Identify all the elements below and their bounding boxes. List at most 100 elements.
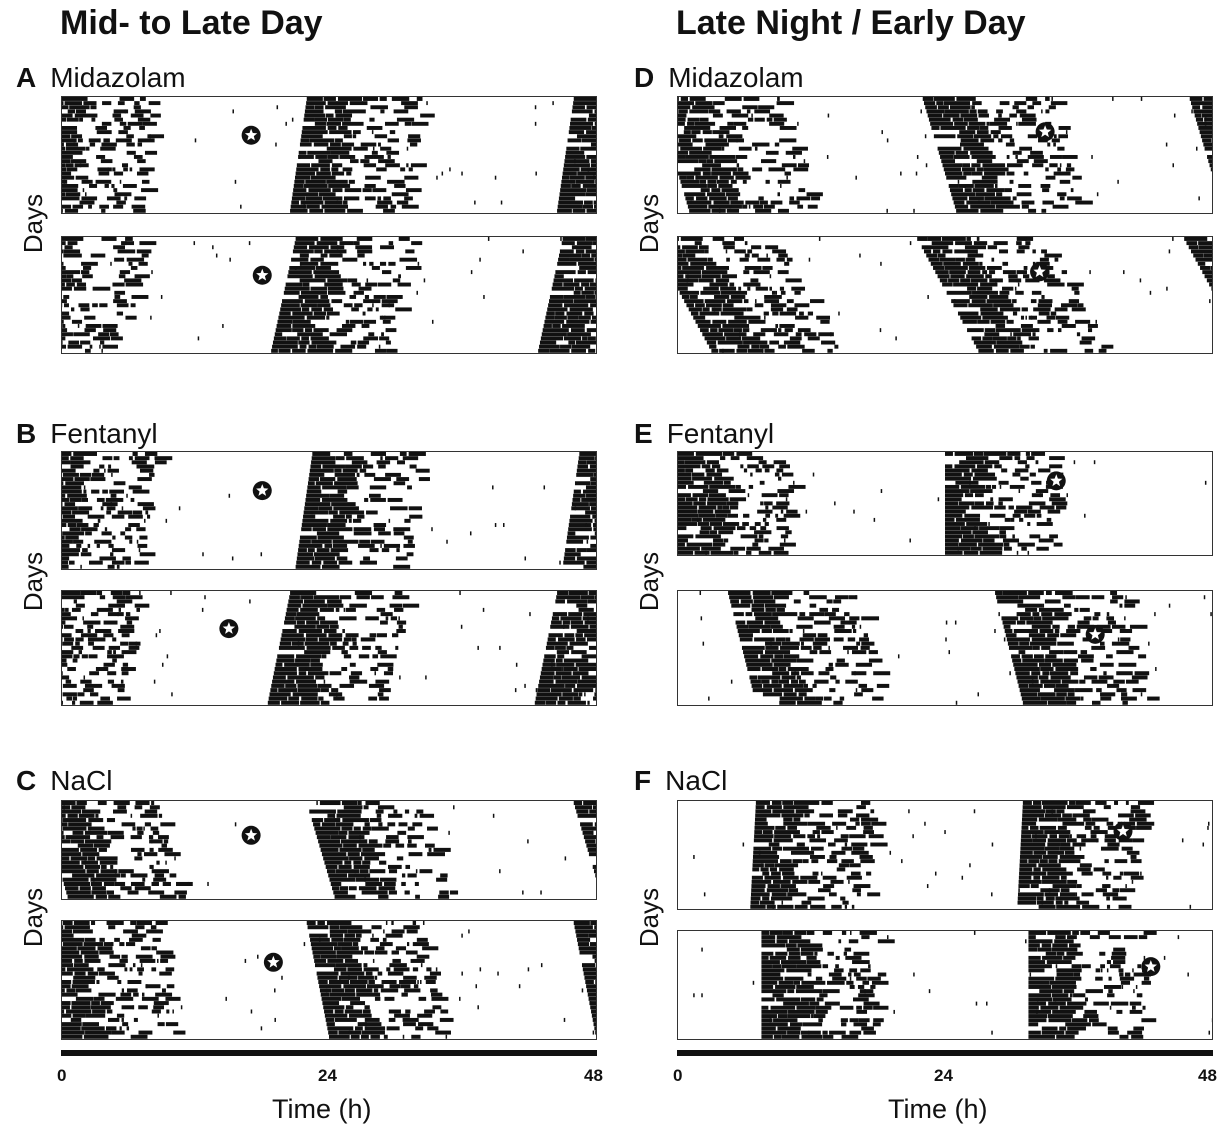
activity-bout [339, 683, 355, 688]
activity-bout [371, 595, 384, 600]
activity-bout [1072, 175, 1082, 180]
activity-bout [341, 946, 359, 951]
activity-bout [800, 947, 823, 952]
activity-bout [577, 937, 591, 942]
activity-tick [764, 315, 766, 320]
activity-bout [62, 864, 84, 869]
activity-bout [1091, 679, 1108, 684]
activity-bout [968, 303, 993, 308]
activity-bout [590, 506, 596, 511]
activity-tick [1117, 179, 1119, 184]
activity-bout [682, 253, 696, 258]
actogram-svg [678, 237, 1212, 353]
activity-bout [1033, 867, 1041, 872]
activity-tick [201, 607, 204, 612]
activity-bout [789, 336, 802, 341]
activity-bout [710, 550, 734, 555]
activity-bout [575, 662, 596, 667]
activity-bout [106, 818, 116, 823]
activity-bout [344, 1009, 363, 1014]
activity-bout [377, 200, 393, 205]
activity-bout [1098, 931, 1110, 935]
activity-tick [449, 167, 451, 172]
activity-bout [62, 612, 71, 617]
activity-bout [773, 460, 787, 465]
activity-bout [271, 348, 278, 353]
activity-bout [1065, 696, 1081, 701]
activity-bout [716, 179, 729, 184]
activity-bout [322, 464, 345, 469]
activity-bout [329, 925, 340, 930]
activity-bout [978, 113, 989, 118]
activity-bout [387, 138, 399, 143]
activity-bout [116, 564, 120, 569]
activity-bout [551, 616, 560, 621]
activity-bout [564, 552, 581, 557]
activity-bout [63, 295, 70, 299]
activity-bout [378, 886, 396, 891]
activity-bout [62, 971, 73, 976]
activity-bout [1047, 633, 1060, 638]
activity-bout [1130, 855, 1137, 859]
activity-tick [1132, 968, 1134, 973]
activity-bout [1202, 105, 1212, 110]
activity-bout [1119, 888, 1136, 893]
activity-bout [731, 113, 749, 118]
activity-bout [107, 1017, 120, 1022]
activity-bout [1076, 834, 1087, 839]
activity-bout [571, 506, 590, 511]
activity-bout [326, 121, 342, 126]
activity-tick [1140, 97, 1143, 101]
activity-bout [822, 964, 829, 969]
activity-bout [926, 253, 938, 258]
activity-bout [106, 196, 121, 201]
activity-bout [386, 295, 403, 299]
activity-bout [75, 996, 94, 1001]
activity-bout [806, 955, 817, 960]
activity-bout [1039, 989, 1063, 994]
activity-bout [1011, 517, 1015, 522]
activity-bout [91, 890, 107, 895]
activity-bout [80, 340, 91, 345]
activity-bout [408, 452, 426, 456]
activity-tick [232, 109, 234, 114]
activity-bout [362, 645, 371, 650]
activity-bout [730, 295, 746, 299]
activity-bout [550, 624, 570, 629]
activity-bout [594, 109, 596, 114]
activity-bout [301, 595, 314, 600]
actogram-plot [61, 96, 597, 214]
activity-bout [375, 307, 379, 312]
activity-bout [582, 830, 594, 835]
activity-bout [755, 801, 771, 805]
activity-bout [370, 105, 388, 110]
activity-bout [113, 204, 124, 209]
activity-bout [837, 813, 848, 818]
activity-bout [297, 552, 314, 557]
activity-bout [978, 542, 1004, 547]
activity-bout [96, 130, 112, 135]
activity-bout [697, 324, 721, 328]
activity-bout [411, 1034, 421, 1039]
activity-tick [482, 607, 485, 612]
star-icon [244, 128, 258, 141]
activity-bout [1021, 204, 1029, 209]
activity-bout [977, 319, 990, 324]
activity-bout [424, 975, 437, 980]
activity-bout [1046, 315, 1056, 320]
activity-bout [126, 1026, 130, 1031]
activity-bout [1079, 863, 1092, 868]
activity-bout [590, 477, 596, 482]
activity-bout [1039, 629, 1054, 634]
activity-bout [352, 134, 357, 139]
activity-bout [973, 134, 992, 139]
activity-bout [77, 946, 96, 951]
activity-bout [62, 105, 69, 110]
activity-bout [577, 270, 586, 275]
activity-bout [273, 671, 297, 676]
activity-bout [1045, 951, 1057, 956]
activity-bout [931, 126, 940, 130]
activity-tick [1143, 955, 1146, 960]
activity-bout [746, 620, 764, 625]
activity-bout [310, 175, 336, 180]
